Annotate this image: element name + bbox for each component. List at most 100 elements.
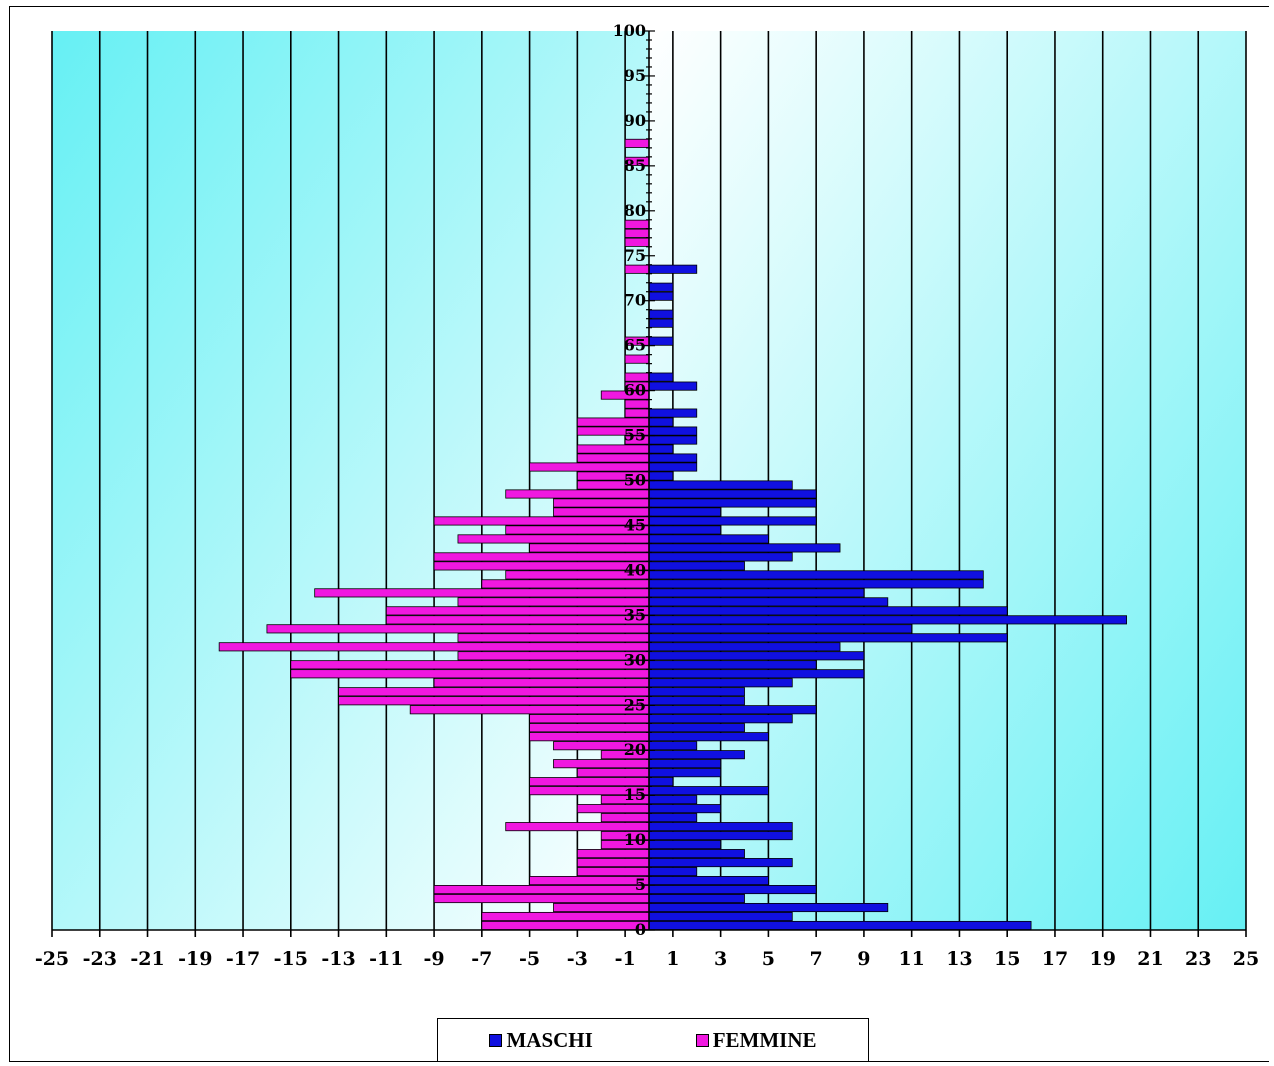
bar-femmine xyxy=(457,651,650,661)
bar-maschi xyxy=(648,768,722,778)
y-tick-label: 80 xyxy=(624,201,646,220)
bar-femmine xyxy=(433,678,650,688)
bar-femmine xyxy=(576,849,650,859)
bar-femmine xyxy=(529,714,650,724)
bar-maschi xyxy=(648,336,674,346)
bar-maschi xyxy=(648,804,722,814)
legend-swatch-femmine xyxy=(695,1033,709,1047)
x-tick-label: 11 xyxy=(898,948,924,970)
y-tick-label: 10 xyxy=(624,830,646,849)
x-tick-label: -13 xyxy=(321,948,355,970)
bar-femmine xyxy=(576,858,650,868)
x-tick-label: -7 xyxy=(471,948,492,970)
plot-background xyxy=(52,31,1246,930)
x-tick-label: 15 xyxy=(994,948,1020,970)
bar-femmine xyxy=(385,606,650,616)
bar-femmine xyxy=(433,552,650,562)
bar-maschi xyxy=(648,516,817,526)
bar-maschi xyxy=(648,615,1128,625)
x-tick-label: -17 xyxy=(226,948,260,970)
bar-femmine xyxy=(385,615,650,625)
bar-maschi xyxy=(648,309,674,319)
y-tick-label: 0 xyxy=(635,920,646,939)
axes xyxy=(51,30,1247,937)
x-tick-label: -1 xyxy=(615,948,636,970)
bar-maschi xyxy=(648,911,793,922)
bar-femmine xyxy=(218,642,650,652)
bar-maschi xyxy=(648,795,698,805)
bar-femmine xyxy=(624,264,650,274)
bar-maschi xyxy=(648,264,698,274)
x-tick-label: 9 xyxy=(857,948,870,970)
y-tick-label: 95 xyxy=(624,66,646,85)
bar-maschi xyxy=(648,741,698,751)
bar-maschi xyxy=(648,462,698,472)
bar-maschi xyxy=(648,750,745,760)
bar-maschi xyxy=(648,561,745,571)
x-tick-label: -19 xyxy=(178,948,212,970)
bar-femmine xyxy=(481,920,650,931)
bar-maschi xyxy=(648,417,674,427)
bar-maschi xyxy=(648,786,769,796)
bar-maschi xyxy=(648,831,793,841)
bar-femmine xyxy=(338,687,650,697)
maschi-bars xyxy=(648,264,1128,931)
bar-femmine xyxy=(314,588,650,598)
bar-femmine xyxy=(409,705,650,715)
bar-maschi xyxy=(648,669,865,679)
x-tick-label: 25 xyxy=(1233,948,1259,970)
bar-maschi xyxy=(648,705,817,715)
bar-maschi xyxy=(648,597,889,607)
y-tick-label: 50 xyxy=(624,471,646,490)
y-tick-label: 5 xyxy=(635,875,646,894)
bar-maschi xyxy=(648,660,817,670)
bar-maschi xyxy=(648,444,674,454)
bar-maschi xyxy=(648,318,674,328)
bar-maschi xyxy=(648,624,913,634)
bar-femmine xyxy=(624,408,650,418)
bar-femmine xyxy=(576,453,650,463)
bar-maschi xyxy=(648,435,698,445)
y-tick-label: 90 xyxy=(624,111,646,130)
bar-maschi xyxy=(648,507,722,517)
x-tick-label: -5 xyxy=(519,948,540,970)
legend-item-femmine: FEMMINE xyxy=(695,1028,817,1053)
bar-femmine xyxy=(290,660,650,670)
y-tick-label: 60 xyxy=(624,381,646,400)
bar-maschi xyxy=(648,678,793,688)
y-tick-label: 45 xyxy=(624,515,646,534)
legend-swatch-maschi xyxy=(489,1033,503,1047)
x-tick-label: 3 xyxy=(714,948,727,970)
x-tick-label: 17 xyxy=(1042,948,1068,970)
x-tick-label: -9 xyxy=(424,948,445,970)
y-tick-labels: 0 5 10 15 20 25 30 35 40 45 50 55 60 65 70 75 80 85 90 95 10… xyxy=(613,21,646,939)
x-tick-label: -23 xyxy=(83,948,117,970)
bar-femmine xyxy=(290,669,650,679)
bar-maschi xyxy=(648,876,769,886)
bar-femmine xyxy=(481,911,650,922)
y-tick-label: 70 xyxy=(624,291,646,310)
x-tick-label: 13 xyxy=(946,948,972,970)
bar-femmine xyxy=(624,138,650,148)
bar-femmine xyxy=(266,624,650,634)
legend: MASCHI FEMMINE xyxy=(437,1018,869,1062)
bar-maschi xyxy=(648,633,1008,643)
bar-femmine xyxy=(624,219,650,229)
x-tick-label: 21 xyxy=(1137,948,1163,970)
x-tick-label: 19 xyxy=(1089,948,1115,970)
bar-femmine xyxy=(481,579,650,589)
bar-maschi xyxy=(648,606,1008,616)
bar-femmine xyxy=(553,902,650,913)
bar-maschi xyxy=(648,453,698,463)
bar-maschi xyxy=(648,858,793,868)
bar-maschi xyxy=(648,291,674,301)
y-tick-label: 20 xyxy=(624,740,646,759)
y-tick-label: 65 xyxy=(624,336,646,355)
bar-femmine xyxy=(553,498,650,508)
bar-maschi xyxy=(648,840,722,850)
bar-femmine xyxy=(529,876,650,886)
y-tick-label: 75 xyxy=(624,246,646,265)
bar-maschi xyxy=(648,372,674,382)
y-tick-label: 30 xyxy=(624,650,646,669)
bar-maschi xyxy=(648,642,841,652)
